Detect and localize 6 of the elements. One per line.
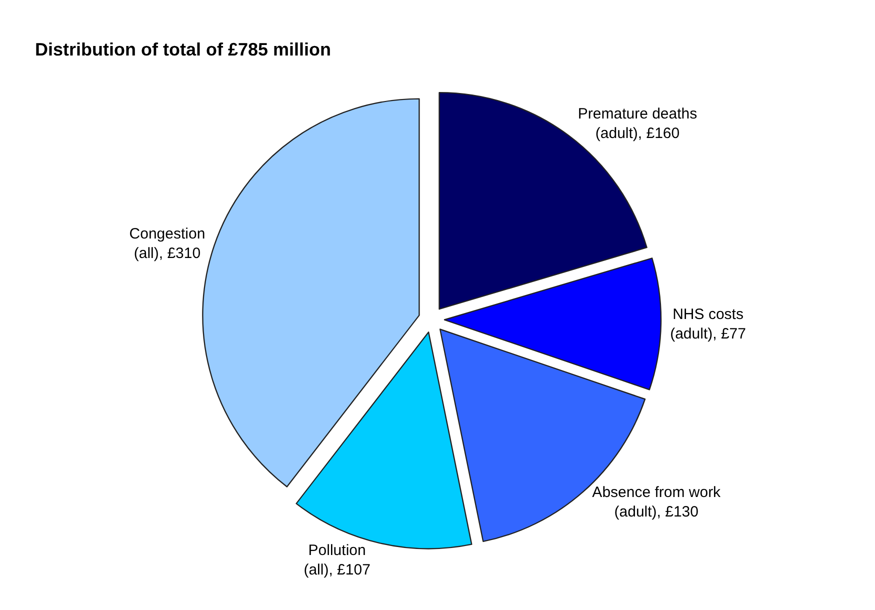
chart-title: Distribution of total of £785 million <box>35 39 332 60</box>
slice-label: Congestion (all), £310 <box>129 225 206 262</box>
slice-label: Absence from work (adult), £130 <box>592 484 722 520</box>
slice-label: NHS costs (adult), £77 <box>670 306 746 342</box>
slice-label: Pollution (all), £107 <box>304 542 370 579</box>
slice-label: Premature deaths (adult), £160 <box>578 106 698 142</box>
